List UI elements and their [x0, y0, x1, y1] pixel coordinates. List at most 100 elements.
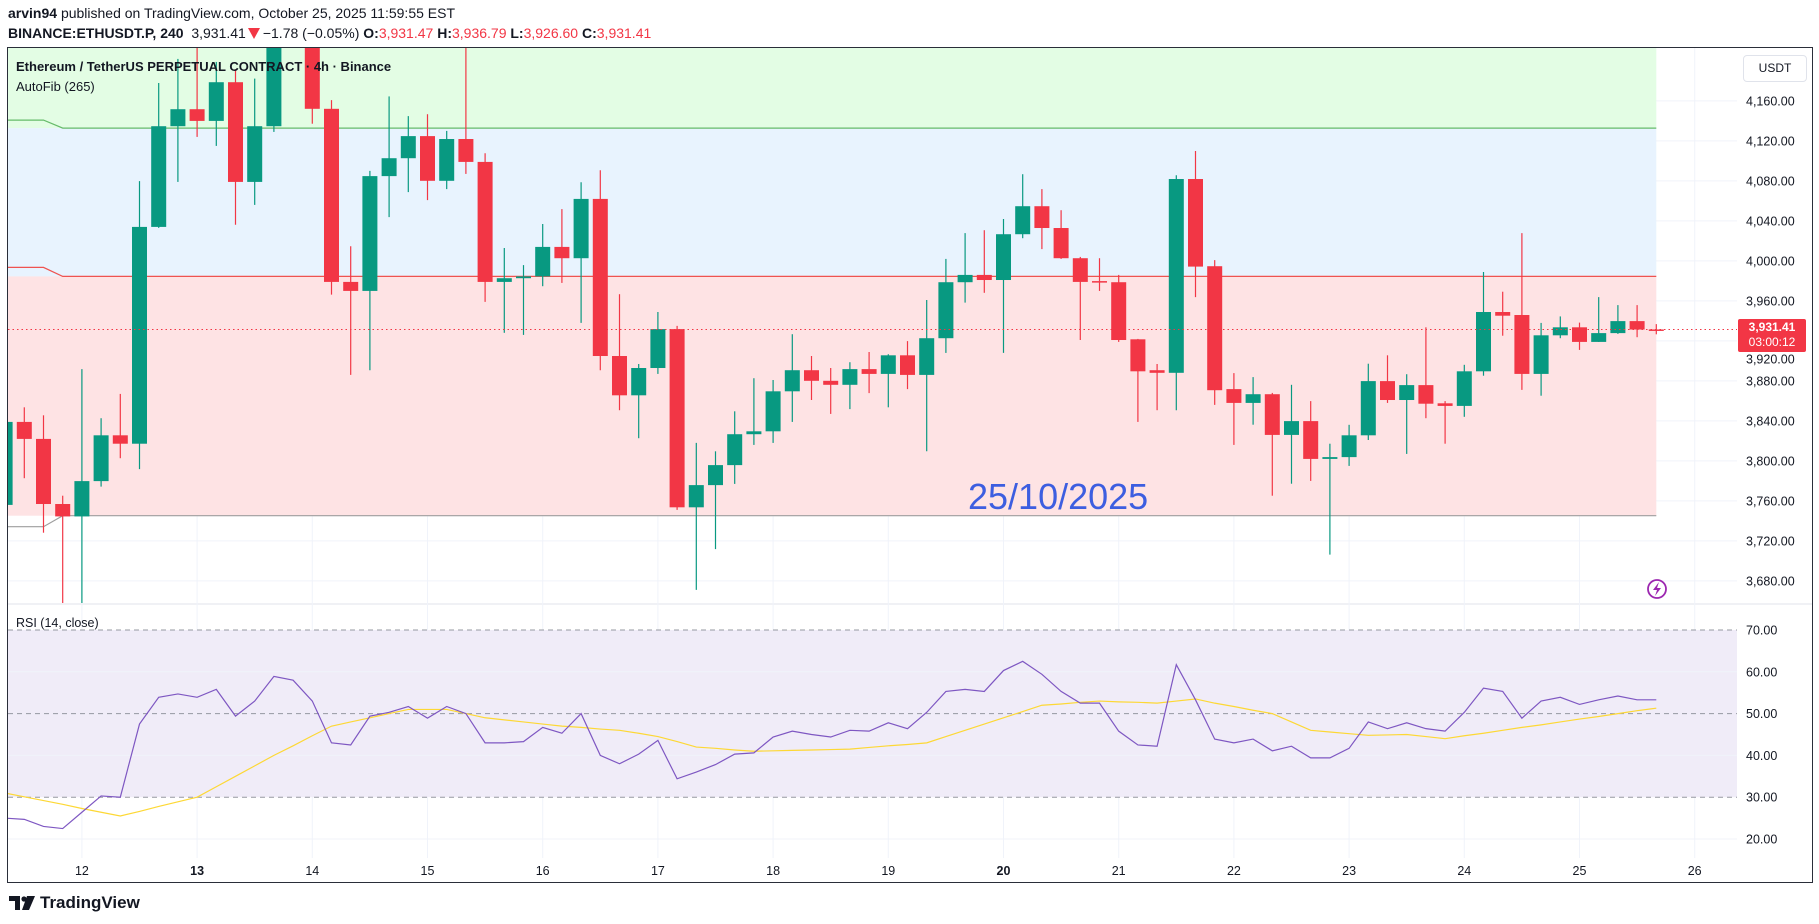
candle[interactable] [0, 419, 13, 507]
candle[interactable] [919, 300, 935, 452]
price-axis[interactable]: 4,160.00 4,120.00 4,080.00 4,040.00 4,000.00… [1746, 94, 1795, 588]
candle[interactable] [1437, 401, 1453, 444]
candle[interactable] [1476, 272, 1491, 376]
candle[interactable] [1360, 363, 1376, 441]
candle[interactable] [362, 170, 378, 371]
candle[interactable] [343, 246, 359, 375]
candle[interactable] [170, 58, 186, 182]
candle[interactable] [535, 224, 551, 287]
candle[interactable] [55, 495, 71, 606]
candle[interactable] [1130, 338, 1146, 422]
candle[interactable] [1495, 291, 1511, 336]
candle[interactable] [496, 248, 512, 333]
candle[interactable] [228, 69, 243, 225]
candle[interactable] [132, 181, 147, 470]
candle[interactable] [823, 368, 839, 414]
candle[interactable] [1399, 374, 1415, 454]
candle[interactable] [286, 1, 301, 46]
candle[interactable] [1149, 364, 1165, 411]
chart-title[interactable]: Ethereum / TetherUS PERPETUAL CONTRACT ·… [16, 59, 392, 74]
candle[interactable] [1284, 384, 1299, 484]
candle[interactable] [688, 442, 704, 590]
candles[interactable] [0, 1, 1664, 606]
candle[interactable] [477, 153, 493, 302]
candle-body [1284, 421, 1299, 435]
candle[interactable] [880, 354, 896, 408]
candle[interactable] [1610, 305, 1626, 334]
candle[interactable] [727, 411, 743, 484]
candle[interactable] [1207, 260, 1223, 405]
candle[interactable] [1072, 256, 1088, 341]
candle[interactable] [1629, 305, 1645, 338]
candle[interactable] [266, 21, 282, 132]
candle[interactable] [708, 451, 723, 550]
candle[interactable] [1418, 327, 1434, 419]
lightning-icon[interactable] [1647, 579, 1667, 599]
candle[interactable] [458, 48, 474, 174]
candle[interactable] [93, 418, 109, 487]
candle[interactable] [938, 258, 954, 353]
candle-body [727, 434, 743, 466]
candle[interactable] [151, 83, 167, 228]
candle[interactable] [573, 182, 589, 323]
candle[interactable] [304, 11, 320, 124]
candle[interactable] [1188, 151, 1203, 298]
candle[interactable] [804, 356, 819, 401]
candle[interactable] [1380, 355, 1395, 403]
candle-body [1514, 315, 1530, 374]
candle[interactable] [746, 378, 762, 445]
author-name[interactable]: arvin94 [8, 5, 58, 21]
candle[interactable] [592, 170, 608, 371]
candle[interactable] [650, 312, 666, 374]
time-axis[interactable]: 12 13 14 15 16 17 18 19 20 21 22 23 24 25 26 [75, 864, 1702, 878]
candle[interactable] [381, 96, 397, 218]
candle[interactable] [1303, 401, 1319, 481]
currency-button[interactable]: USDT [1743, 55, 1807, 82]
candle[interactable] [1591, 297, 1607, 342]
candle[interactable] [208, 61, 224, 146]
candle[interactable] [189, 46, 205, 137]
candle[interactable] [554, 209, 570, 283]
candle[interactable] [74, 369, 90, 606]
candle[interactable] [957, 233, 973, 303]
candle[interactable] [1034, 189, 1050, 250]
candle[interactable] [247, 78, 263, 205]
candle[interactable] [1015, 174, 1031, 239]
candle[interactable] [842, 362, 858, 410]
candle[interactable] [16, 407, 32, 479]
candle[interactable] [1572, 322, 1587, 350]
candle[interactable] [324, 100, 339, 295]
candle[interactable] [420, 114, 435, 201]
candle[interactable] [1533, 322, 1549, 396]
candle[interactable] [1322, 443, 1338, 555]
candle[interactable] [900, 341, 915, 390]
candle[interactable] [861, 352, 877, 394]
candle[interactable] [765, 380, 781, 443]
tradingview-logo[interactable]: TradingView [9, 893, 140, 913]
candle[interactable] [400, 116, 416, 193]
candle[interactable] [1264, 392, 1280, 496]
candle[interactable] [1168, 175, 1184, 411]
candle[interactable] [1226, 373, 1242, 445]
candle[interactable] [439, 130, 455, 190]
candle[interactable] [1552, 316, 1568, 339]
rsi-indicator-label[interactable]: RSI (14, close) [16, 616, 99, 630]
candle[interactable] [1053, 210, 1069, 259]
candle[interactable] [1341, 424, 1357, 466]
candle[interactable] [1245, 377, 1261, 425]
indicator-label[interactable]: AutoFib (265) [16, 79, 95, 94]
candle[interactable] [516, 265, 531, 335]
candle[interactable] [612, 294, 627, 411]
candle[interactable] [1092, 258, 1107, 291]
candle[interactable] [36, 415, 51, 533]
candle[interactable] [1111, 274, 1127, 342]
candle[interactable] [112, 393, 128, 459]
candle[interactable] [976, 230, 992, 293]
candle[interactable] [631, 364, 647, 439]
candle[interactable] [1456, 364, 1472, 417]
candle[interactable] [669, 325, 685, 510]
candle[interactable] [784, 334, 800, 422]
candle[interactable] [996, 219, 1011, 353]
candle-body [228, 82, 243, 182]
